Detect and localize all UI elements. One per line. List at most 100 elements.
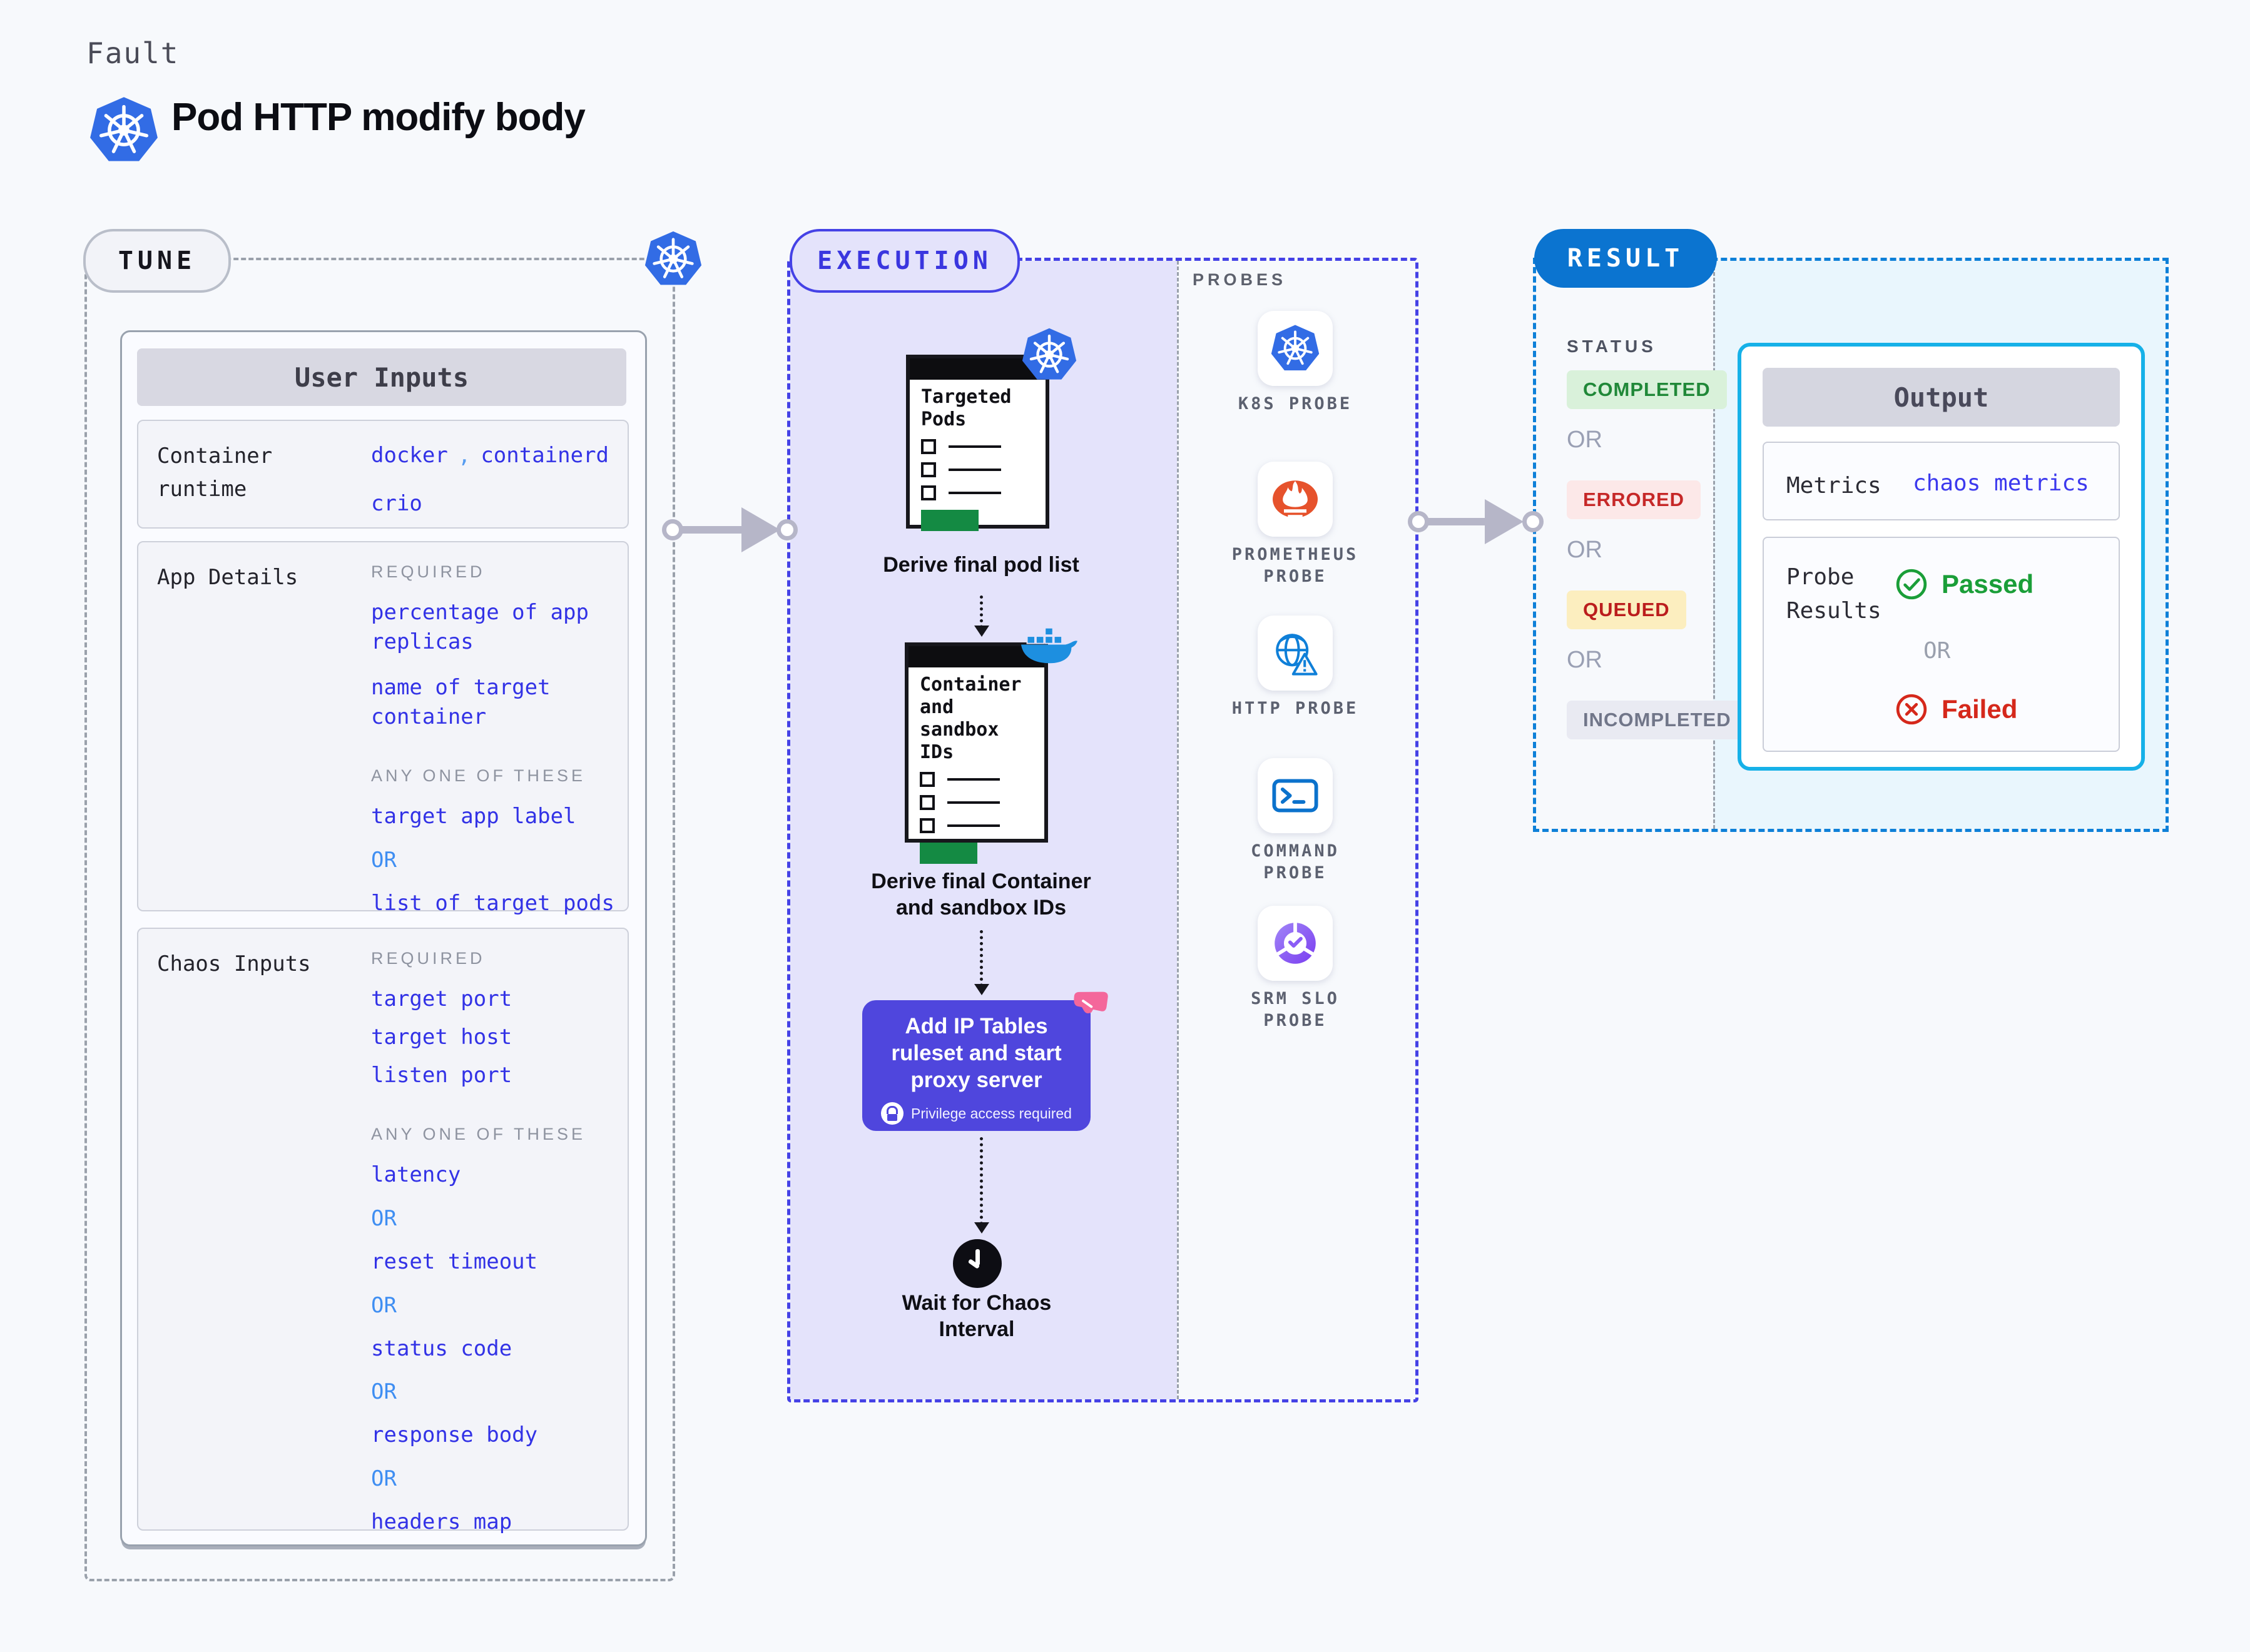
probe-results-label: Probe Results [1786, 564, 1881, 624]
app-required-item: name of target container [371, 674, 551, 729]
checklist-row [921, 462, 1034, 477]
connector-endpoint [1522, 511, 1544, 532]
or-label: OR [371, 847, 397, 873]
app-anyone-item: target app label [371, 803, 576, 829]
step-caption: Derive final pod list [883, 553, 1079, 577]
chaos-badge-icon [1067, 985, 1109, 1026]
page-title: Pod HTTP modify body [171, 96, 586, 139]
prometheus-icon [1267, 471, 1323, 527]
output-title: Output [1763, 368, 2120, 427]
flow-arrow-down [974, 595, 989, 637]
connector-endpoint [662, 519, 683, 540]
execution-badge: EXECUTION [790, 229, 1020, 293]
probes-title: PROBES [1193, 270, 1287, 289]
probe-card-prometheus [1258, 462, 1333, 537]
status-badge-completed: COMPLETED [1567, 370, 1727, 409]
card-topbar [909, 646, 1044, 667]
chaos-inputs-label: Chaos Inputs [157, 951, 311, 976]
kubernetes-icon [1022, 327, 1077, 382]
kubernetes-icon [1271, 324, 1320, 373]
failed-label: Failed [1942, 694, 2018, 724]
probe-card-srm-slo [1258, 906, 1333, 981]
connector-arrowhead [1485, 499, 1524, 544]
container-sandbox-title: Container and sandbox IDs [920, 674, 1022, 763]
probe-results-row: Probe Results Passed OR Failed [1763, 537, 2120, 752]
checklist-row [921, 485, 1034, 500]
checklist-row [920, 818, 1033, 833]
fault-kicker: Fault [86, 36, 180, 70]
connector-arrowhead [741, 507, 780, 552]
probe-label: SRM SLO PROBE [1251, 989, 1340, 1030]
kubernetes-icon [89, 96, 158, 165]
runtime-comma: , [457, 443, 471, 468]
container-sandbox-card: Container and sandbox IDs [905, 642, 1048, 864]
status-badge-queued: QUEUED [1567, 590, 1686, 629]
terminal-icon [1269, 769, 1321, 822]
or-label: OR [371, 1379, 397, 1405]
or-label: OR [371, 1205, 397, 1231]
chaos-anyone-item: response body [371, 1422, 538, 1448]
or-label: OR [371, 1292, 397, 1318]
http-globe-icon [1270, 628, 1320, 678]
status-title: STATUS [1567, 337, 1657, 356]
step-caption: Derive final Container and sandbox IDs [871, 869, 1091, 920]
chaos-anyone-item: status code [371, 1335, 512, 1361]
probes-divider [1177, 261, 1179, 1399]
app-details-row: App Details REQUIRED percentage of app r… [137, 541, 629, 916]
slo-donut-icon [1270, 918, 1321, 969]
metrics-value: chaos metrics [1913, 470, 2089, 496]
chaos-anyone-item: headers map [371, 1509, 512, 1535]
progress-bar [920, 843, 977, 864]
probe-label: COMMAND PROBE [1251, 841, 1340, 883]
clock-icon [953, 1239, 1002, 1288]
connector-line [1425, 518, 1491, 525]
connector-line [679, 526, 748, 534]
lock-icon [881, 1102, 904, 1125]
chaos-required-item: target port [371, 986, 512, 1011]
step-caption: Wait for Chaos Interval [902, 1291, 1052, 1341]
failed-row: Failed [1895, 693, 2017, 726]
chaos-inputs-row: Chaos Inputs REQUIRED target port target… [137, 928, 629, 1534]
or-label: OR [371, 1466, 397, 1492]
required-label: REQUIRED [371, 562, 486, 581]
probe-label: HTTP PROBE [1231, 699, 1359, 718]
app-anyone-item: list of target pods [371, 890, 614, 916]
flow-arrow-down [974, 930, 989, 995]
checklist-row [920, 772, 1033, 787]
check-circle-icon [1895, 568, 1928, 600]
probe-label: K8S PROBE [1238, 394, 1353, 413]
any-one-label: ANY ONE OF THESE [371, 1124, 586, 1143]
targeted-pods-title: Targeted Pods [921, 386, 1012, 430]
probe-card-http [1258, 616, 1333, 691]
user-inputs-card: User Inputs Container runtime docker , c… [120, 330, 647, 1546]
tune-badge: TUNE [83, 229, 231, 293]
metrics-label: Metrics [1786, 473, 1881, 499]
tune-panel [84, 258, 675, 1581]
probe-card-k8s [1258, 311, 1333, 386]
docker-icon [1019, 624, 1079, 666]
result-divider [1713, 261, 1715, 829]
probe-label: PROMETHEUS PROBE [1231, 545, 1359, 586]
metrics-row: Metrics chaos metrics [1763, 442, 2120, 520]
output-card: Output Metrics chaos metrics Probe Resul… [1738, 343, 2145, 771]
privilege-note: Privilege access required [911, 1105, 1072, 1122]
or-label: OR [1567, 647, 1602, 673]
chaos-anyone-item: latency [371, 1162, 461, 1187]
or-label: OR [1567, 537, 1602, 563]
container-runtime-label: Container runtime [157, 443, 273, 502]
required-label: REQUIRED [371, 949, 486, 968]
card-topbar [910, 358, 1046, 380]
connector-endpoint [776, 519, 798, 540]
add-iptables-title: Add IP Tables ruleset and start proxy se… [891, 1014, 1062, 1092]
status-badge-errored: ERRORED [1567, 480, 1701, 519]
result-badge: RESULT [1534, 229, 1717, 288]
status-badge-incompleted: INCOMPLETED [1567, 701, 1748, 739]
kubernetes-icon [644, 230, 702, 288]
app-required-item: percentage of app replicas [371, 600, 589, 654]
user-inputs-title: User Inputs [137, 348, 626, 406]
flow-arrow-down [974, 1137, 989, 1234]
connector-endpoint [1408, 511, 1429, 532]
or-label: OR [1923, 638, 1951, 664]
probe-card-command [1258, 758, 1333, 833]
